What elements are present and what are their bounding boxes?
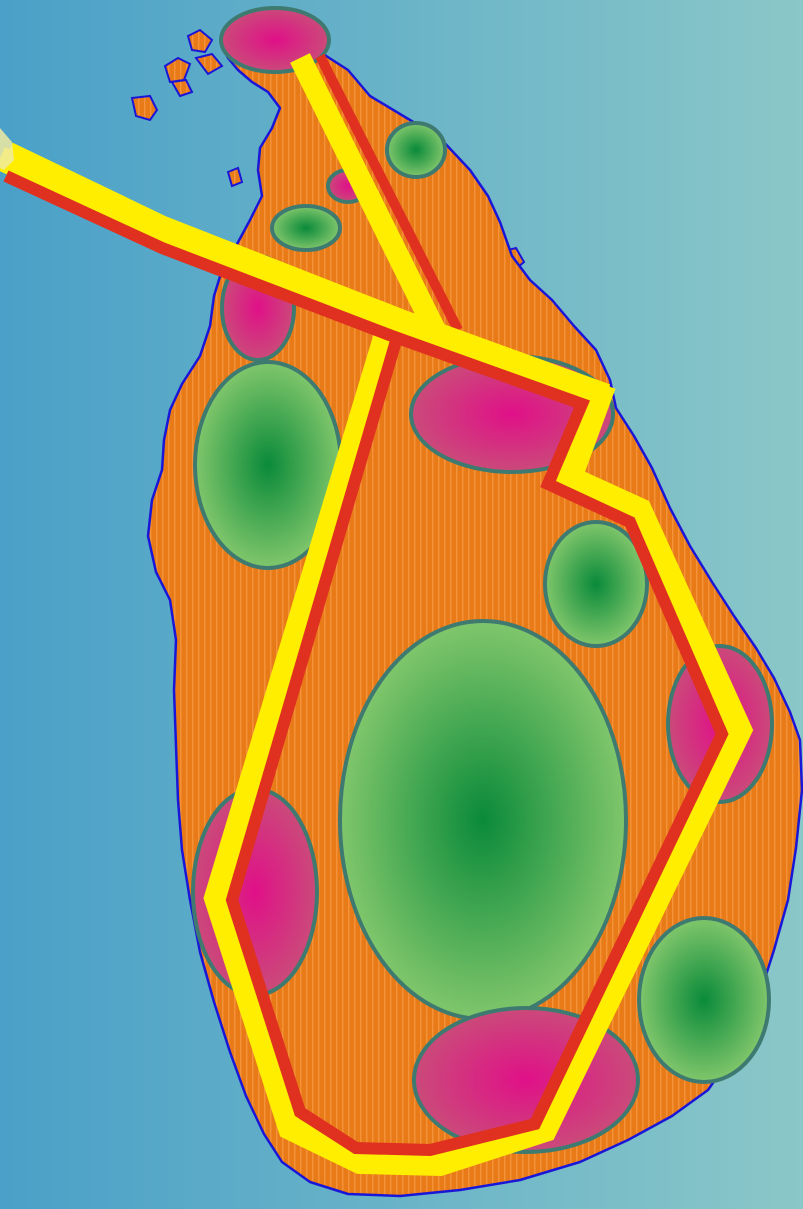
- route-main-loop[interactable]: [7, 142, 611, 396]
- northern-islets: [130, 28, 526, 274]
- zone-north-west-small[interactable]: [270, 204, 342, 252]
- zone-east-mid[interactable]: [543, 520, 649, 648]
- route-west-trunk[interactable]: [0, 147, 754, 1177]
- zone-north-east-small[interactable]: [385, 121, 447, 179]
- route-north-branch-core: [315, 53, 463, 333]
- route-north-branch-top: [290, 57, 434, 329]
- route-edge-highlight: [0, 128, 14, 170]
- zone-central-large[interactable]: [338, 619, 628, 1021]
- route-west-trunk-core: [3, 170, 729, 1157]
- zone-south-east[interactable]: [637, 916, 771, 1084]
- zone-north-tip[interactable]: [219, 6, 331, 74]
